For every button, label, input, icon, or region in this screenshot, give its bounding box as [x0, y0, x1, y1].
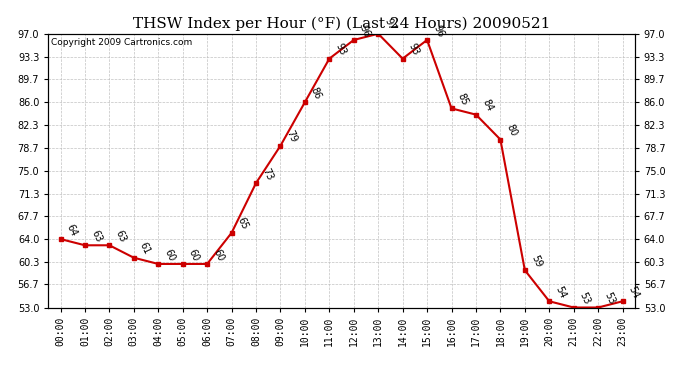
- Title: THSW Index per Hour (°F) (Last 24 Hours) 20090521: THSW Index per Hour (°F) (Last 24 Hours)…: [133, 17, 550, 31]
- Text: 61: 61: [138, 241, 152, 256]
- Text: 79: 79: [284, 129, 299, 144]
- Text: 93: 93: [407, 42, 421, 57]
- Text: 97: 97: [382, 17, 397, 32]
- Text: 60: 60: [187, 247, 201, 262]
- Text: 84: 84: [480, 98, 494, 113]
- Text: 80: 80: [504, 123, 519, 138]
- Text: Copyright 2009 Cartronics.com: Copyright 2009 Cartronics.com: [51, 38, 193, 47]
- Text: 59: 59: [529, 254, 543, 269]
- Text: 60: 60: [162, 247, 177, 262]
- Text: 85: 85: [455, 92, 470, 107]
- Text: 65: 65: [236, 216, 250, 231]
- Text: 96: 96: [358, 23, 372, 39]
- Text: 63: 63: [89, 229, 104, 244]
- Text: 96: 96: [431, 23, 446, 39]
- Text: 53: 53: [602, 291, 617, 306]
- Text: 93: 93: [333, 42, 348, 57]
- Text: 54: 54: [553, 285, 568, 300]
- Text: 53: 53: [578, 291, 592, 306]
- Text: 60: 60: [211, 247, 226, 262]
- Text: 64: 64: [65, 222, 79, 238]
- Text: 73: 73: [260, 166, 275, 182]
- Text: 86: 86: [309, 86, 324, 101]
- Text: 63: 63: [114, 229, 128, 244]
- Text: 54: 54: [627, 285, 641, 300]
